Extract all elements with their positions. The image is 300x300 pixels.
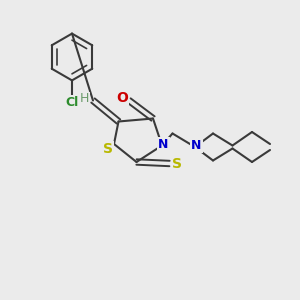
Text: N: N (191, 139, 202, 152)
Text: S: S (103, 142, 113, 156)
Text: H: H (79, 92, 89, 106)
Text: S: S (172, 157, 182, 170)
Text: O: O (116, 91, 128, 104)
Text: N: N (158, 137, 169, 151)
Text: Cl: Cl (65, 95, 79, 109)
